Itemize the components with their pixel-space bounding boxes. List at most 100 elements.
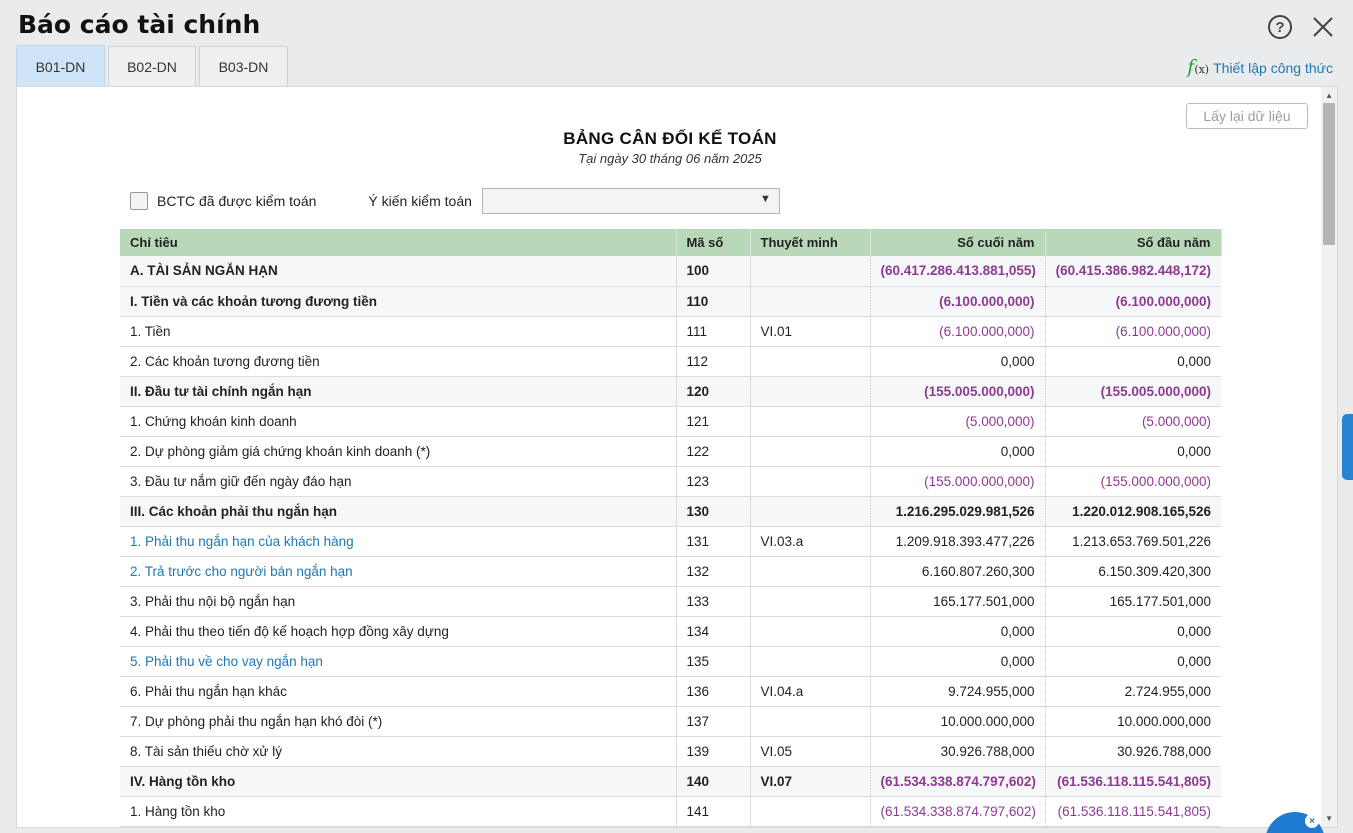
formula-setup-link[interactable]: f(x) Thiết lập công thức xyxy=(1187,56,1333,78)
cell-end: 0,000 xyxy=(869,436,1045,467)
cell-note xyxy=(749,286,870,317)
cell-begin: 2.724.955,000 xyxy=(1044,676,1221,707)
tab-b01-dn[interactable]: B01-DN xyxy=(16,45,105,87)
cell-end: 1.209.918.393.477,226 xyxy=(869,526,1045,557)
cell-code: 135 xyxy=(675,646,750,677)
cell-note xyxy=(749,556,870,587)
cell-end: 6.160.807.260,300 xyxy=(869,556,1045,587)
cell-note: VI.01 xyxy=(749,316,870,347)
header-note: Thuyết minh xyxy=(750,229,871,256)
cell-end: (6.100.000,000) xyxy=(869,316,1045,347)
scroll-down-icon[interactable]: ▼ xyxy=(1325,814,1333,823)
dropdown-arrow-icon: ▼ xyxy=(760,193,771,205)
cell-begin: 30.926.788,000 xyxy=(1044,736,1221,767)
cell-code: 100 xyxy=(675,256,750,287)
table-row[interactable]: 2. Trả trước cho người bán ngắn hạn 132 6.… xyxy=(120,556,1221,587)
cell-end: 0,000 xyxy=(869,346,1045,377)
cell-note xyxy=(749,706,870,737)
cell-end: (155.005.000,000) xyxy=(869,376,1045,407)
table-row[interactable]: 1. Tiền 111 VI.01 (6.100.000,000) (6.100.000… xyxy=(120,316,1221,347)
cell-note: VI.04.a xyxy=(749,676,870,707)
table-row[interactable]: 4. Phải thu theo tiến độ kế hoạch hợp đồ… xyxy=(120,616,1221,647)
cell-code: 131 xyxy=(675,526,750,557)
cell-note xyxy=(749,646,870,677)
cell-name[interactable]: 2. Trả trước cho người bán ngắn hạn xyxy=(120,556,676,587)
cell-end: 30.926.788,000 xyxy=(869,736,1045,767)
table-row[interactable]: 3. Phải thu nội bộ ngắn hạn 133 165.177.50… xyxy=(120,586,1221,617)
header-code: Mã số xyxy=(676,229,751,256)
cell-begin: 0,000 xyxy=(1044,646,1221,677)
table-row[interactable]: II. Đầu tư tài chính ngắn hạn 120 (155.005… xyxy=(120,376,1221,407)
table-row[interactable]: 1. Hàng tồn kho 141 (61.534.338.874.797,60… xyxy=(120,796,1221,827)
window-title: Báo cáo tài chính xyxy=(18,10,261,39)
audit-opinion-select[interactable]: ▼ xyxy=(481,188,780,214)
help-icon[interactable]: ? xyxy=(1268,15,1292,39)
cell-name: 8. Tài sản thiếu chờ xử lý xyxy=(120,736,676,767)
cell-begin: (61.536.118.115.541,805) xyxy=(1044,766,1221,797)
table-row[interactable]: A. TÀI SẢN NGẮN HẠN 100 (60.417.286.413.88… xyxy=(120,256,1221,287)
cell-code: 130 xyxy=(675,496,750,527)
table-row[interactable]: 6. Phải thu ngắn hạn khác 136 VI.04.a 9.724… xyxy=(120,676,1221,707)
cell-end: 9.724.955,000 xyxy=(869,676,1045,707)
audited-checkbox[interactable] xyxy=(130,192,148,210)
tab-b02-dn[interactable]: B02-DN xyxy=(108,46,196,87)
cell-note xyxy=(749,466,870,497)
table-row[interactable]: 5. Phải thu về cho vay ngắn hạn 135 0,000 0… xyxy=(120,646,1221,677)
cell-name: III. Các khoản phải thu ngắn hạn xyxy=(120,496,676,527)
cell-name: 6. Phải thu ngắn hạn khác xyxy=(120,676,676,707)
cell-end: (61.534.338.874.797,602) xyxy=(869,796,1045,827)
cell-name: 3. Phải thu nội bộ ngắn hạn xyxy=(120,586,676,617)
table-row[interactable]: 3. Đầu tư nắm giữ đến ngày đáo hạn 123 (15… xyxy=(120,466,1221,497)
balance-sheet-table: Chỉ tiêu Mã số Thuyết minh Số cuối năm S… xyxy=(120,229,1222,827)
cell-name: IV. Hàng tồn kho xyxy=(120,766,676,797)
table-row[interactable]: 1. Phải thu ngắn hạn của khách hàng 131 VI… xyxy=(120,526,1221,557)
cell-note: VI.05 xyxy=(749,736,870,767)
report-title: BẢNG CÂN ĐỐI KẾ TOÁN xyxy=(563,129,777,148)
table-row[interactable]: 2. Dự phòng giảm giá chứng khoán kinh do… xyxy=(120,436,1221,467)
fx-icon: f(x) xyxy=(1187,56,1210,78)
refresh-data-button[interactable]: Lấy lại dữ liệu xyxy=(1186,103,1308,129)
tab-b03-dn[interactable]: B03-DN xyxy=(199,46,288,87)
cell-end: 0,000 xyxy=(869,646,1045,677)
cell-name[interactable]: 1. Phải thu ngắn hạn của khách hàng xyxy=(120,526,676,557)
scroll-up-icon[interactable]: ▲ xyxy=(1325,91,1333,100)
cell-note xyxy=(749,796,870,827)
cell-begin: (61.536.118.115.541,805) xyxy=(1044,796,1221,827)
audited-checkbox-label: BCTC đã được kiểm toán xyxy=(157,193,317,209)
cell-name: I. Tiền và các khoản tương đương tiền xyxy=(120,286,676,317)
table-row[interactable]: III. Các khoản phải thu ngắn hạn 130 1.216… xyxy=(120,496,1221,527)
cell-code: 134 xyxy=(675,616,750,647)
cell-end: 1.216.295.029.981,526 xyxy=(869,496,1045,527)
cell-end: 0,000 xyxy=(869,616,1045,647)
cell-end: (155.000.000,000) xyxy=(869,466,1045,497)
cell-note: VI.03.a xyxy=(749,526,870,557)
chat-close-icon[interactable]: × xyxy=(1305,814,1319,828)
cell-note xyxy=(749,616,870,647)
cell-code: 139 xyxy=(675,736,750,767)
table-row[interactable]: IV. Hàng tồn kho 140 VI.07 (61.534.338.874.… xyxy=(120,766,1221,797)
cell-name[interactable]: 5. Phải thu về cho vay ngắn hạn xyxy=(120,646,676,677)
cell-begin: (155.005.000,000) xyxy=(1044,376,1221,407)
table-row[interactable]: 2. Các khoản tương đương tiền 112 0,000 0,0… xyxy=(120,346,1221,377)
table-row[interactable]: 1. Chứng khoán kinh doanh 121 (5.000,000)(… xyxy=(120,406,1221,437)
report-panel: Lấy lại dữ liệu BẢNG CÂN ĐỐI KẾ TOÁN Tại… xyxy=(16,86,1338,828)
cell-code: 141 xyxy=(675,796,750,827)
cell-begin: 165.177.501,000 xyxy=(1044,586,1221,617)
cell-begin: (6.100.000,000) xyxy=(1044,316,1221,347)
cell-name: 1. Tiền xyxy=(120,316,676,347)
cell-end: (5.000,000) xyxy=(869,406,1045,437)
close-icon[interactable] xyxy=(1311,15,1335,39)
header-end: Số cuối năm xyxy=(870,229,1046,256)
table-row[interactable]: 8. Tài sản thiếu chờ xử lý 139 VI.05 30.926… xyxy=(120,736,1221,767)
table-row[interactable]: 7. Dự phòng phải thu ngắn hạn khó đòi (*… xyxy=(120,706,1221,737)
vertical-scrollbar[interactable]: ▲ ▼ xyxy=(1321,87,1337,827)
cell-code: 136 xyxy=(675,676,750,707)
side-panel-toggle[interactable] xyxy=(1342,414,1353,480)
cell-begin: (155.000.000,000) xyxy=(1044,466,1221,497)
table-row[interactable]: I. Tiền và các khoản tương đương tiền 110… xyxy=(120,286,1221,317)
cell-name: 3. Đầu tư nắm giữ đến ngày đáo hạn xyxy=(120,466,676,497)
cell-end: 165.177.501,000 xyxy=(869,586,1045,617)
cell-note: VI.07 xyxy=(749,766,870,797)
cell-name: 2. Các khoản tương đương tiền xyxy=(120,346,676,377)
scrollbar-thumb[interactable] xyxy=(1323,103,1335,245)
